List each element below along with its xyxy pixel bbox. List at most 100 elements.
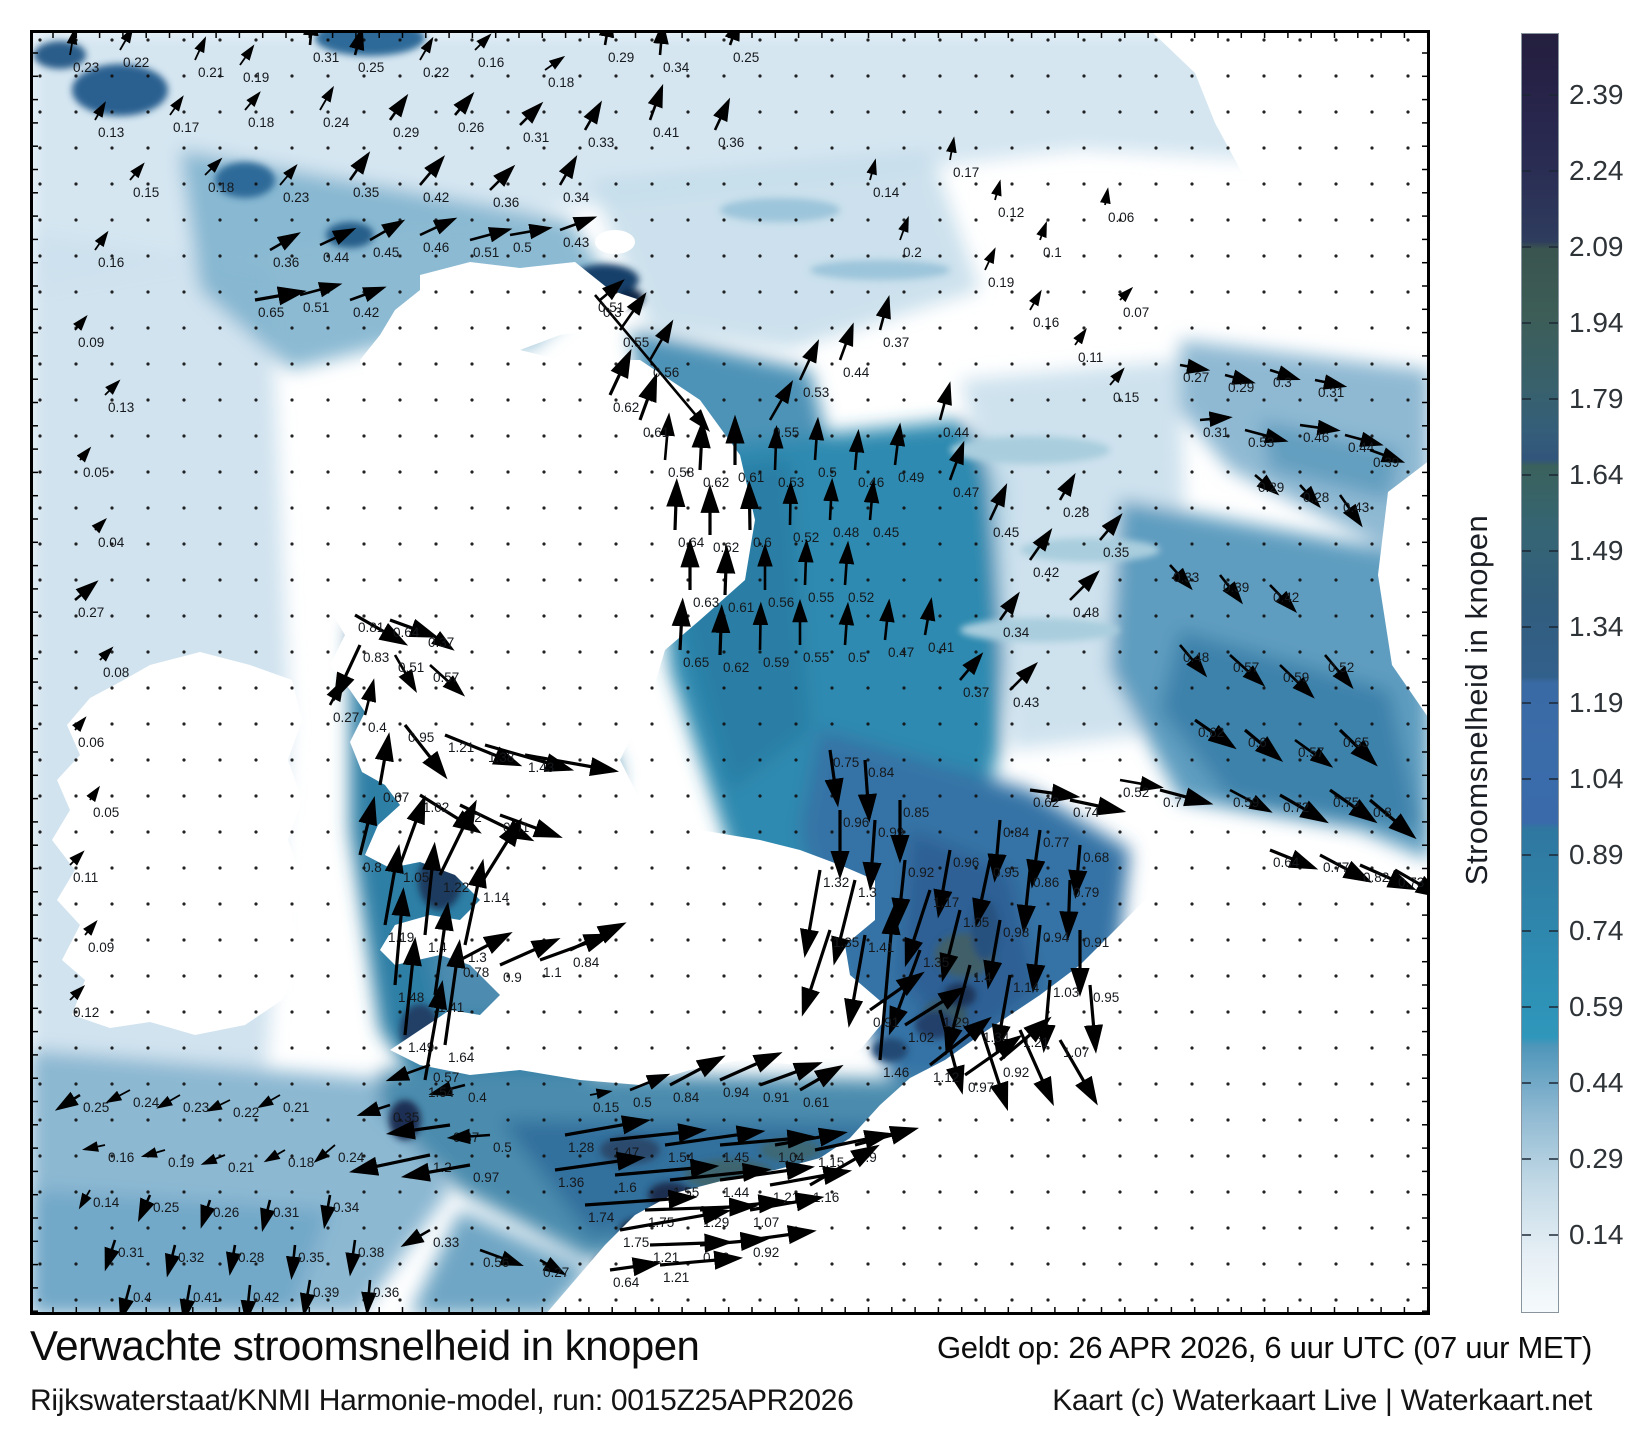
svg-text:0.62: 0.62 [703, 475, 729, 490]
svg-text:0.12: 0.12 [998, 205, 1024, 220]
svg-text:0.34: 0.34 [333, 1200, 360, 1215]
svg-text:0.42: 0.42 [1273, 590, 1299, 605]
svg-text:0.96: 0.96 [703, 1250, 729, 1265]
svg-text:0.36: 0.36 [493, 195, 519, 210]
svg-text:0.29: 0.29 [393, 125, 419, 140]
colorbar-tick-mark [1549, 1082, 1558, 1084]
svg-text:1.07: 1.07 [1063, 1045, 1089, 1060]
svg-text:1.32: 1.32 [823, 875, 849, 890]
svg-text:0.77: 0.77 [1043, 835, 1069, 850]
svg-text:0.91: 0.91 [763, 1090, 789, 1105]
svg-text:0.67: 0.67 [383, 790, 409, 805]
svg-text:0.8: 0.8 [1373, 805, 1392, 820]
svg-text:0.48: 0.48 [1183, 650, 1209, 665]
svg-text:0.17: 0.17 [953, 165, 979, 180]
svg-text:0.75: 0.75 [833, 755, 859, 770]
svg-text:0.32: 0.32 [178, 1250, 204, 1265]
colorbar-tick-mark [1549, 322, 1558, 324]
colorbar-tick-label: 1.64 [1569, 459, 1624, 490]
svg-text:0.5: 0.5 [818, 465, 837, 480]
svg-text:0.64: 0.64 [393, 625, 420, 640]
svg-text:0.65: 0.65 [258, 305, 284, 320]
svg-text:0.61: 0.61 [643, 425, 669, 440]
svg-text:0.51: 0.51 [598, 300, 624, 315]
svg-text:0.18: 0.18 [208, 180, 234, 195]
svg-text:0.11: 0.11 [73, 870, 98, 885]
svg-text:0.38: 0.38 [358, 1245, 384, 1260]
colorbar-tick-mark [1549, 854, 1558, 856]
colorbar-tick-label: 0.59 [1569, 991, 1624, 1022]
svg-text:1.04: 1.04 [778, 1150, 805, 1165]
svg-text:0.16: 0.16 [98, 255, 124, 270]
svg-text:1.46: 1.46 [883, 1065, 909, 1080]
svg-text:0.6: 0.6 [1248, 735, 1267, 750]
svg-text:0.49: 0.49 [898, 470, 924, 485]
svg-text:0.24: 0.24 [338, 1150, 365, 1165]
svg-text:0.46: 0.46 [1303, 430, 1329, 445]
svg-text:0.37: 0.37 [963, 685, 989, 700]
svg-text:1.12: 1.12 [933, 1070, 959, 1085]
svg-text:1.49: 1.49 [408, 1040, 434, 1055]
colorbar-tick-label: 0.14 [1569, 1219, 1624, 1250]
svg-text:0.31: 0.31 [1203, 425, 1229, 440]
svg-text:1.1: 1.1 [543, 965, 562, 980]
svg-text:0.36: 0.36 [718, 135, 744, 150]
colorbar-tick-label: 2.09 [1569, 231, 1624, 262]
svg-text:1.35: 1.35 [833, 935, 859, 950]
colorbar-tick-label: 2.24 [1569, 155, 1624, 186]
svg-text:0.95: 0.95 [1093, 990, 1119, 1005]
svg-text:0.44: 0.44 [323, 250, 350, 265]
colorbar-tick-mark [1522, 474, 1531, 476]
colorbar-tick-mark [1522, 170, 1531, 172]
svg-text:0.57: 0.57 [433, 670, 459, 685]
svg-text:0.28: 0.28 [1063, 505, 1089, 520]
svg-text:0.34: 0.34 [663, 60, 690, 75]
svg-text:0.33: 0.33 [433, 1235, 459, 1250]
svg-text:0.62: 0.62 [1198, 725, 1224, 740]
svg-text:0.44: 0.44 [1348, 440, 1375, 455]
svg-text:0.75: 0.75 [1333, 795, 1359, 810]
svg-text:0.05: 0.05 [83, 465, 109, 480]
svg-text:1.28: 1.28 [568, 1140, 594, 1155]
svg-text:0.11: 0.11 [1078, 350, 1103, 365]
svg-text:1.43: 1.43 [528, 760, 554, 775]
colorbar-tick-mark [1522, 1006, 1531, 1008]
colorbar-tick-mark [1522, 626, 1531, 628]
svg-text:0.31: 0.31 [523, 130, 549, 145]
svg-text:0.57: 0.57 [1298, 745, 1324, 760]
svg-text:0.53: 0.53 [1248, 435, 1274, 450]
svg-text:0.33: 0.33 [588, 135, 614, 150]
svg-text:0.47: 0.47 [888, 645, 914, 660]
svg-text:0.62: 0.62 [613, 400, 639, 415]
svg-text:0.9: 0.9 [503, 970, 522, 985]
svg-text:0.59: 0.59 [1233, 795, 1259, 810]
colorbar-tick-mark [1549, 94, 1558, 96]
svg-text:0.15: 0.15 [1113, 390, 1139, 405]
colorbar-tick-mark [1522, 94, 1531, 96]
svg-text:0.44: 0.44 [943, 425, 970, 440]
colorbar-tick-mark [1522, 398, 1531, 400]
svg-text:0.82: 0.82 [1363, 870, 1389, 885]
svg-text:0.84: 0.84 [868, 765, 895, 780]
svg-text:1.6: 1.6 [618, 1180, 637, 1195]
svg-text:0.59: 0.59 [1283, 670, 1309, 685]
svg-text:1.35: 1.35 [923, 955, 949, 970]
svg-text:0.45: 0.45 [373, 245, 399, 260]
svg-text:0.35: 0.35 [1103, 545, 1129, 560]
svg-text:0.77: 0.77 [1323, 860, 1349, 875]
svg-text:1.38: 1.38 [488, 750, 514, 765]
svg-text:0.5: 0.5 [633, 1095, 652, 1110]
svg-text:0.7: 0.7 [1163, 795, 1182, 810]
svg-text:0.22: 0.22 [423, 65, 449, 80]
svg-text:0.81: 0.81 [358, 620, 384, 635]
colorbar-tick-label: 1.79 [1569, 383, 1624, 414]
svg-text:1.29: 1.29 [703, 1215, 729, 1230]
svg-text:0.61: 0.61 [738, 470, 764, 485]
svg-text:1.02: 1.02 [908, 1030, 934, 1045]
colorbar-tick-label: 1.04 [1569, 763, 1624, 794]
svg-text:0.36: 0.36 [373, 1285, 399, 1300]
svg-text:0.18: 0.18 [548, 75, 574, 90]
svg-text:1.17: 1.17 [933, 895, 959, 910]
colorbar-tick-mark [1549, 626, 1558, 628]
page-title: Verwachte stroomsnelheid in knopen [30, 1322, 700, 1369]
